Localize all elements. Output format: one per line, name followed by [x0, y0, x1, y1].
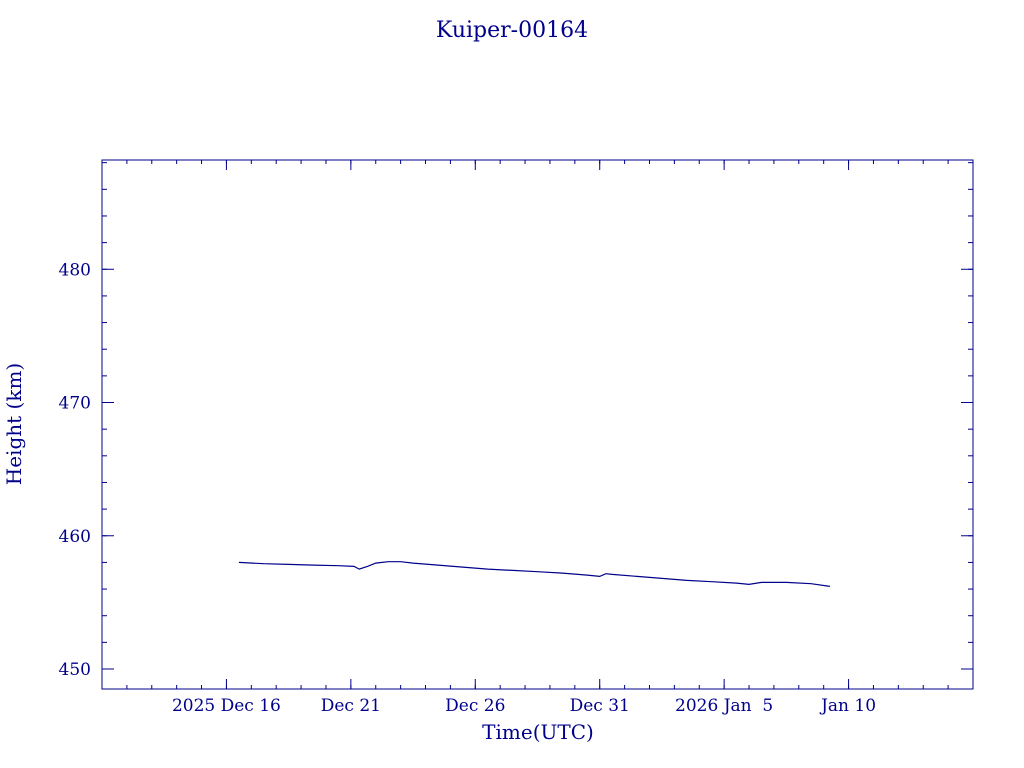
- plot-frame: [101, 159, 974, 690]
- x-tick-label: Dec 26: [445, 696, 505, 716]
- x-tick-label: Jan 10: [819, 696, 876, 716]
- chart-title: Kuiper-00164: [436, 18, 588, 43]
- x-axis-ticks: [126, 160, 949, 689]
- y-tick-label: 470: [59, 394, 91, 414]
- series-line: [238, 561, 830, 587]
- x-tick-label: Dec 21: [321, 696, 381, 716]
- y-axis-label: Height (km): [2, 363, 26, 485]
- x-tick-label: 2025 Dec 16: [172, 696, 281, 716]
- x-tick-label: 2026 Jan 5: [675, 696, 773, 716]
- y-tick-labels: 450 460 470 480: [59, 260, 91, 680]
- y-tick-label: 450: [59, 660, 91, 680]
- y-tick-label: 480: [59, 260, 91, 280]
- x-tick-labels: 2025 Dec 16 Dec 21 Dec 26 Dec 31 2026 Jan 5 J…: [172, 696, 876, 716]
- x-axis-label: Time(UTC): [482, 720, 594, 744]
- y-tick-label: 460: [59, 527, 91, 547]
- y-axis-ticks: [102, 162, 973, 670]
- x-tick-label: Dec 31: [570, 696, 630, 716]
